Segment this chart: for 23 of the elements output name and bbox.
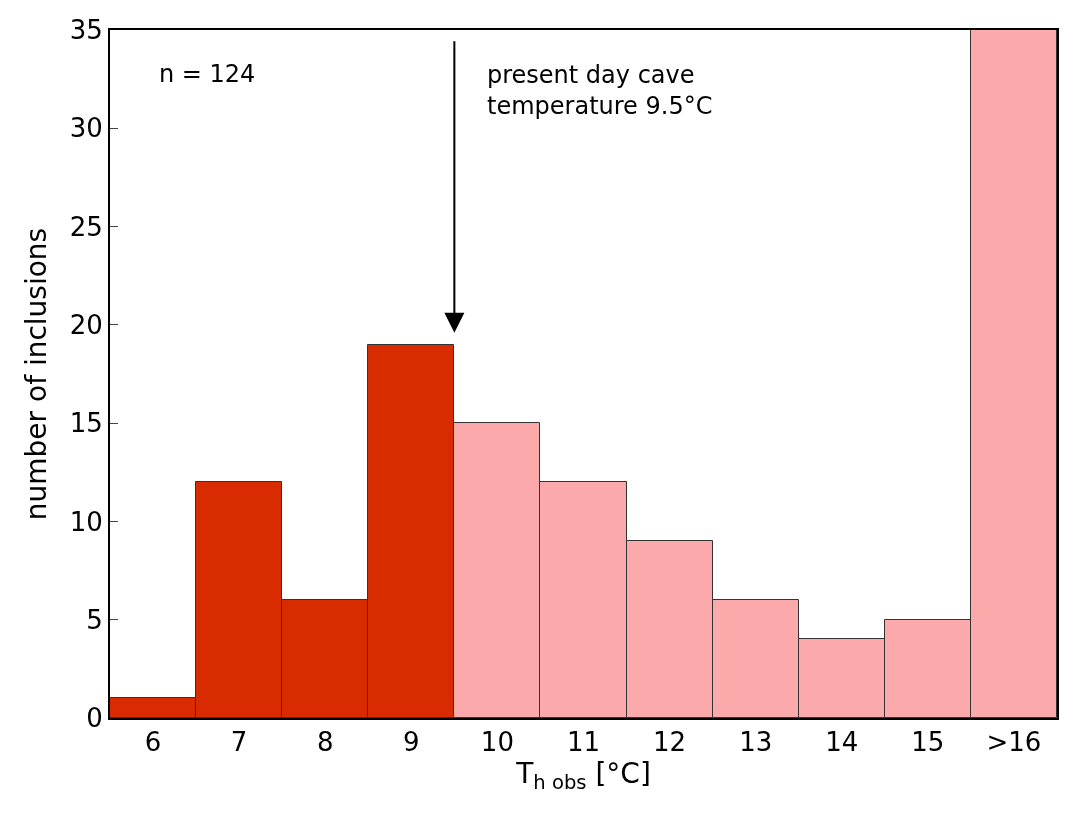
y-tick-label: 20 [69, 309, 103, 340]
x-axis-title: T$_{h obs}$ [°C] [515, 757, 651, 795]
y-tick-label: 25 [69, 211, 103, 242]
y-axis-title: number of inclusions [19, 227, 53, 521]
x-tick-label: 12 [653, 727, 687, 758]
x-tick-label: >16 [986, 727, 1042, 758]
x-tick-label: 11 [566, 727, 601, 758]
y-tick-label: 15 [69, 408, 103, 439]
annotation: n = 124 [159, 60, 256, 88]
y-tick-label: 10 [69, 506, 103, 537]
x-tick-label: 7 [230, 727, 248, 758]
y-tick-label: 35 [69, 15, 103, 46]
x-tick-label: 9 [403, 727, 420, 758]
x-tick-label: 10 [480, 727, 514, 758]
x-tick-label: 6 [144, 727, 162, 758]
y-tick-label: 5 [86, 604, 103, 635]
annotation: present day cave temperature 9.5°C [487, 61, 713, 121]
y-tick-label: 30 [69, 113, 103, 144]
x-tick-label: 8 [316, 727, 334, 758]
x-tick-label: 13 [739, 727, 773, 758]
y-tick-label: 0 [86, 703, 103, 734]
x-tick-label: 14 [825, 727, 859, 758]
x-tick-label: 15 [911, 727, 945, 758]
